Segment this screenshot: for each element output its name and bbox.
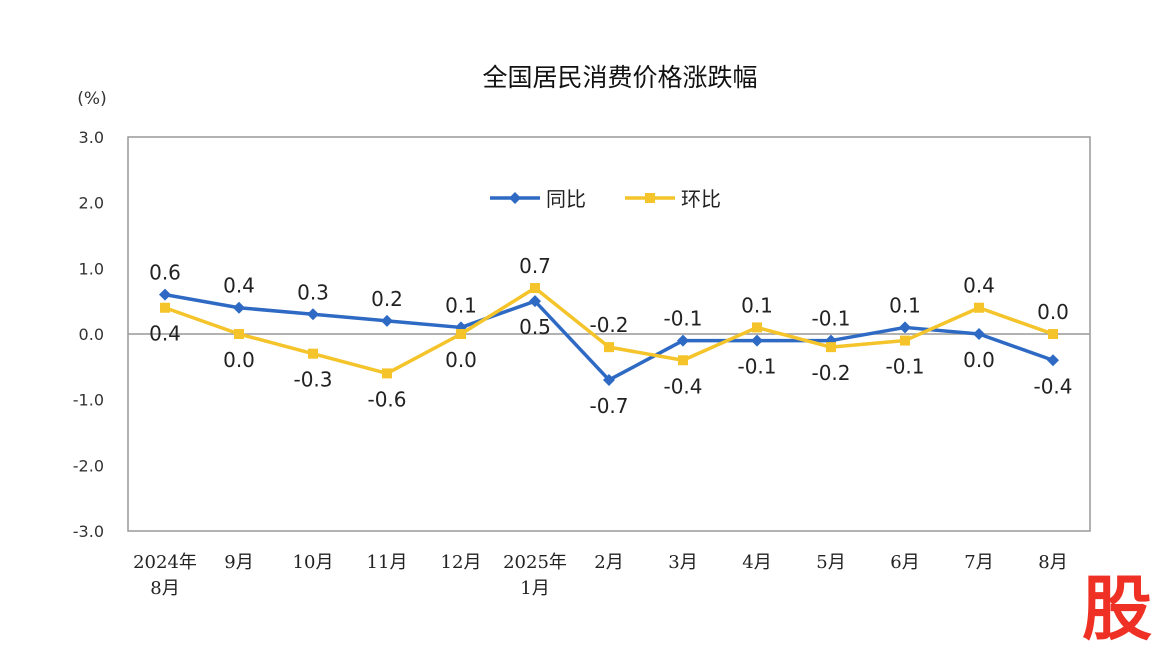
x-tick-label: 7月 [964,552,993,573]
x-tick-label: 2025年 [503,552,567,573]
y-tick-label: 1.0 [79,259,104,278]
data-label: 0.6 [149,261,181,285]
data-label: -0.1 [811,307,850,331]
y-axis-unit: (%) [77,89,106,109]
data-point [826,342,836,353]
legend-marker [509,192,521,204]
x-tick-label: 11月 [367,552,408,573]
data-point [308,348,318,359]
x-tick-label: 9月 [224,552,253,573]
x-tick-label: 2月 [594,552,623,573]
data-label: 0.4 [149,322,181,346]
legend-label: 环比 [681,187,721,211]
data-label: -0.2 [811,361,850,385]
data-point [678,355,688,366]
data-point [159,288,171,301]
data-point [382,368,392,379]
data-label: 0.0 [445,348,477,372]
data-point [974,302,984,313]
data-point [529,295,541,308]
data-label: 0.4 [963,274,995,298]
data-label: 0.1 [445,293,477,317]
legend-marker [645,193,655,203]
data-label: 0.1 [741,293,773,317]
x-tick-label: 1月 [520,578,549,599]
data-point [160,302,170,313]
data-label: -0.6 [367,387,406,411]
legend-item: 环比 [625,187,721,211]
data-label: 0.0 [223,348,255,372]
x-tick-label: 2024年 [133,552,197,573]
series-mom: 0.4 0.0 -0.3 -0.6 0.0 0.7 -0.2 -0.4 0.1 -0.2 -0.1 0… [149,254,1069,411]
data-point [604,342,614,353]
data-label: -0.2 [589,313,628,337]
data-label: -0.4 [1033,374,1072,398]
x-tick-label: 8月 [150,578,179,599]
data-point [1047,354,1059,367]
y-tick-label: -2.0 [73,456,104,475]
data-label: -0.1 [737,355,776,379]
data-label: -0.1 [885,355,924,379]
data-point [307,308,319,321]
data-label: 0.0 [963,348,995,372]
y-tick-label: -3.0 [73,522,104,541]
data-label: 0.7 [519,254,551,278]
data-point [900,335,910,346]
x-tick-label: 12月 [441,552,482,573]
data-point [751,334,763,347]
data-label: -0.1 [663,307,702,331]
y-tick-label: -1.0 [73,391,104,410]
y-tick-label: 3.0 [79,128,104,147]
data-point [234,329,244,339]
data-label: 0.4 [223,274,255,298]
data-label: -0.3 [293,368,332,392]
y-tick-label: 0.0 [79,325,104,344]
y-tick-label: 2.0 [79,194,104,213]
series-yoy: 0.6 0.4 0.3 0.2 0.1 0.5 -0.7 -0.1 -0.1 -0.1 0.1 0.0… [149,261,1072,418]
data-point [530,283,540,294]
data-point [603,373,615,386]
x-tick-label: 10月 [293,552,334,573]
data-point [973,328,985,340]
data-label: 0.3 [297,280,329,304]
data-label: -0.4 [663,374,702,398]
data-label: 0.2 [371,287,403,311]
x-tick-label: 4月 [742,552,771,573]
data-point [1048,329,1058,339]
legend-item: 同比 [490,187,586,211]
data-point [677,334,689,347]
data-point [456,329,466,339]
data-label: -0.7 [589,394,628,418]
chart-title: 全国居民消费价格涨跌幅 [482,63,757,92]
data-point [233,301,245,314]
data-point [899,321,911,334]
x-tick-label: 8月 [1038,552,1067,573]
data-point [752,322,762,333]
x-tick-label: 6月 [890,552,919,573]
x-tick-label: 3月 [668,552,697,573]
x-tick-label: 5月 [816,552,845,573]
data-label: 0.1 [889,293,921,317]
data-label: 0.5 [519,315,551,339]
legend-label: 同比 [546,187,586,211]
data-point [381,314,393,327]
watermark-logo: 股 [1082,568,1152,650]
data-label: 0.0 [1037,300,1069,324]
